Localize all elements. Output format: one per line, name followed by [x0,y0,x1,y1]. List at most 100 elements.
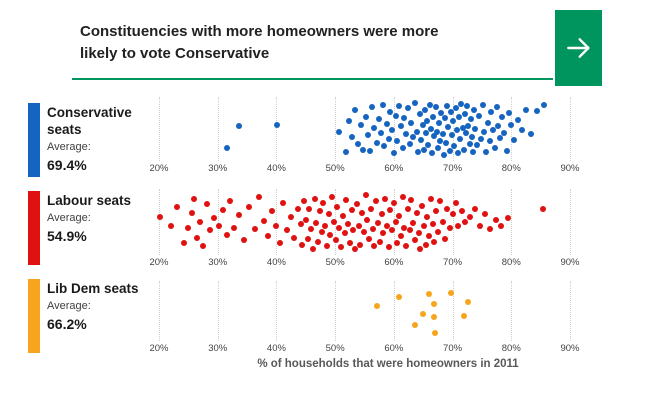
scatter-dot [463,130,470,137]
scatter-dot [235,123,242,130]
x-tick-label: 80% [501,343,521,354]
scatter-dot [329,193,336,200]
scatter-dot [338,244,344,251]
scatter-dot [349,134,356,141]
scatter-dot [518,127,525,134]
gridline [159,281,160,341]
scatter-dot [427,126,434,132]
party-label-conservative: Conservative seats Average: 69.4% [28,103,138,177]
scatter-dot [458,100,465,107]
scatter-dot [325,211,332,218]
gridline [393,281,395,341]
scatter-dot [373,302,380,309]
x-tick-label: 30% [208,257,228,268]
scatter-dot [377,130,384,137]
party-color-bar-conservative [28,103,40,177]
scatter-dot [404,205,411,212]
scatter-dot [345,221,352,228]
scatter-dot [401,115,408,122]
scatter-dot [336,224,343,231]
scatter-dot [379,101,386,108]
scatter-dot [474,142,481,149]
scatter-dot [396,213,403,220]
scatter-dot [472,126,479,132]
scatter-dot [406,226,413,233]
scatter-dot [308,225,315,232]
scatter-dot [360,228,367,235]
scatter-dot [437,197,444,204]
scatter-dot [309,246,316,253]
next-slide-button[interactable] [555,10,602,86]
gridline [335,97,337,161]
scatter-dot [471,107,478,114]
scatter-dot [156,214,163,221]
scatter-dot [464,299,471,306]
scatter-dot [355,222,362,229]
scatter-dot [343,196,350,203]
scatter-dot [414,148,421,155]
scatter-dot [375,220,381,226]
scatter-dot [444,205,451,212]
scatter-dot [313,220,320,226]
party-name: Conservative seats [47,105,132,137]
scatter-dot [467,214,474,221]
scatter-dot [406,141,413,148]
scatter-dot [283,226,290,233]
scatter-dot [443,139,450,146]
scatter-dot [403,243,410,250]
gridline [276,281,278,341]
scatter-dot [235,211,242,218]
scatter-dot [322,222,329,229]
scatter-dot [429,221,436,228]
average-value: 54.9% [47,228,87,244]
scatter-dot [462,218,469,225]
scatter-dot [364,217,371,224]
gridline [452,97,454,161]
x-tick-label: 30% [208,163,228,174]
scatter-dot [396,103,403,110]
scatter-dot [383,120,390,127]
scatter-dot [457,135,464,142]
scatter-dot [323,243,330,250]
scatter-dot [490,127,497,134]
gridline [217,189,219,255]
scatter-dot [211,215,218,222]
scatter-dot [431,313,438,320]
scatter-dot [403,131,410,138]
scatter-dot [291,234,298,241]
scatter-dot [246,203,253,210]
scatter-dot [424,117,431,124]
scatter-dot [441,236,448,243]
scatter-dot [410,220,417,226]
party-color-bar-labour [28,191,40,265]
scatter-dot [301,197,308,204]
scatter-dot [274,121,280,128]
scatter-dot [371,243,378,250]
scatter-dot [185,224,192,231]
scatter-dot [452,105,459,112]
scatter-dot [341,230,348,237]
scatter-dot [426,232,433,239]
scatter-dot [352,246,359,253]
scatter-dot [487,225,494,232]
scatter-dot [534,107,541,114]
scatter-dot [456,114,463,121]
scatter-dot [188,209,195,216]
average-value: 69.4% [47,157,87,173]
scatter-dot [390,199,397,206]
scatter-dot [219,207,226,214]
scatter-dot [251,225,258,232]
scatter-dot [514,116,521,123]
scatter-dot [302,217,309,224]
x-tick-label: 80% [501,163,521,174]
scatter-dot [434,228,441,235]
scatter-dot [449,211,456,218]
average-value: 66.2% [47,316,87,332]
scatter-dot [373,139,380,146]
scatter-dot [495,123,502,130]
scatter-dot [332,237,339,244]
scatter-dot [431,133,438,140]
scatter-dot [464,103,471,110]
scatter-dot [299,242,306,249]
